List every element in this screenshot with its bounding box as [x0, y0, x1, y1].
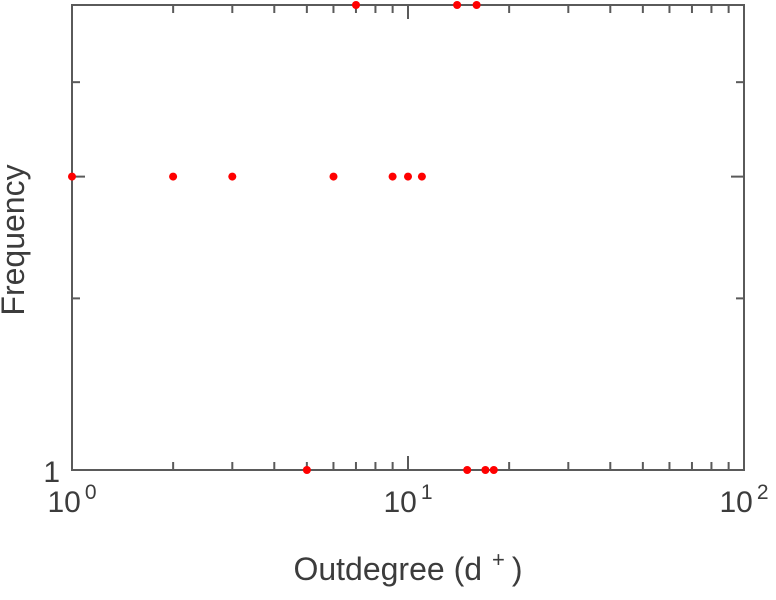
- x-tick-exponent: 2: [757, 481, 769, 504]
- data-point: [417, 172, 426, 181]
- data-point: [352, 1, 360, 9]
- x-tick-base: 10: [47, 486, 80, 519]
- data-point: [481, 466, 490, 474]
- data-point: [329, 172, 338, 181]
- data-point: [463, 466, 472, 474]
- data-point: [453, 1, 462, 9]
- data-point: [169, 172, 178, 181]
- x-axis-title-superscript: +: [492, 547, 505, 572]
- x-tick-label-10e1: 10 1: [383, 481, 432, 519]
- data-point: [472, 1, 481, 9]
- x-tick-base: 10: [719, 486, 752, 519]
- x-tick-label-10e0: 10 0: [47, 481, 96, 519]
- data-point: [68, 172, 76, 181]
- x-tick-base: 10: [383, 486, 416, 519]
- data-point: [302, 466, 311, 474]
- x-axis-title-text: Outdegree (d: [293, 551, 482, 587]
- x-tick-label-10e2: 10 2: [719, 481, 768, 519]
- x-axis-title: Outdegree (d +): [293, 547, 522, 587]
- x-tick-exponent: 0: [85, 481, 97, 504]
- x-axis-title-close-paren: ): [512, 551, 523, 587]
- data-point: [228, 172, 237, 181]
- data-point: [388, 172, 397, 181]
- data-point: [489, 466, 498, 474]
- x-tick-exponent: 1: [421, 481, 433, 504]
- data-point: [404, 172, 412, 181]
- plot-frame: [71, 4, 745, 471]
- y-tick-label-1: 1: [43, 456, 60, 489]
- plot-area: [68, 1, 745, 474]
- y-axis-title: Frequency: [0, 164, 31, 315]
